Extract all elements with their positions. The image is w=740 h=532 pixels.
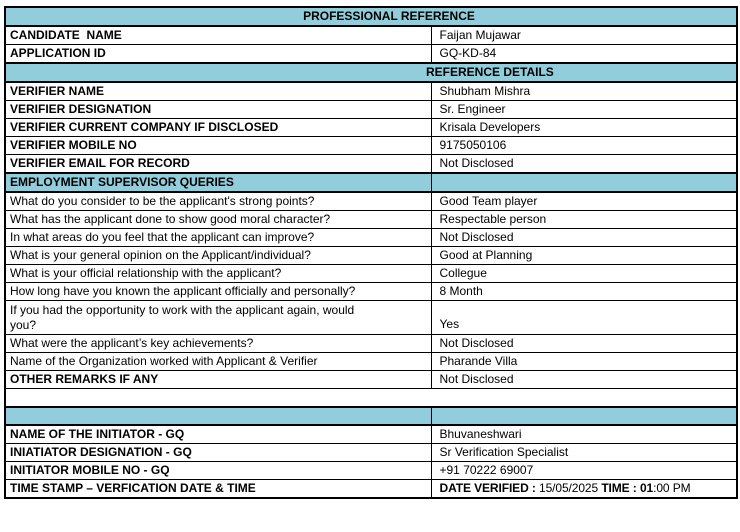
verifier-designation-value: Sr. Engineer — [430, 100, 738, 119]
timestamp-time-value-hour: 01 — [639, 480, 654, 495]
table-row-verifier-email: VERIFIER EMAIL FOR RECORD Not Disclosed — [4, 154, 738, 174]
verifier-designation-label: VERIFIER DESIGNATION — [4, 100, 432, 119]
table-row-spacer — [4, 388, 738, 407]
query-general-opinion-label: What is your general opinion on the Appl… — [4, 246, 432, 265]
candidate-name-value: Faijan Mujawar — [430, 25, 738, 45]
supervisor-queries-header-empty-cell — [430, 172, 738, 193]
table-row-verifier-name: VERIFIER NAME Shubham Mishra — [4, 81, 738, 101]
other-remarks-label: OTHER REMARKS IF ANY — [4, 370, 432, 389]
table-row-initiator-mobile: INITIATOR MOBILE NO - GQ +91 70222 69007 — [4, 460, 738, 480]
initiator-name-value: Bhuvaneshwari — [430, 424, 738, 444]
professional-reference-table: PROFESSIONAL REFERENCE CANDIDATE NAME Fa… — [4, 6, 738, 499]
table-row-initiator-name: NAME OF THE INITIATOR - GQ Bhuvaneshwari — [4, 424, 738, 444]
candidate-name-label: CANDIDATE NAME — [4, 25, 432, 45]
table-row-query-general-opinion: What is your general opinion on the Appl… — [4, 246, 738, 265]
reference-details-title: REFERENCE DETAILS — [4, 62, 738, 83]
professional-reference-title: PROFESSIONAL REFERENCE — [4, 6, 738, 27]
verifier-mobile-value: 9175050106 — [430, 136, 738, 155]
table-row-candidate-name: CANDIDATE NAME Faijan Mujawar — [4, 25, 738, 45]
timestamp-date-label: DATE VERIFIED : — [439, 480, 540, 495]
initiator-mobile-value: +91 70222 69007 — [430, 460, 738, 480]
query-official-relationship-value: Collegue — [430, 264, 738, 283]
verifier-name-value: Shubham Mishra — [430, 81, 738, 101]
initiator-designation-value: Sr Verification Specialist — [430, 442, 738, 462]
table-row-query-improve-areas: In what areas do you feel that the appli… — [4, 228, 738, 247]
query-official-relationship-label: What is your official relationship with … — [4, 264, 432, 283]
query-work-again-value: Yes — [430, 300, 738, 335]
query-work-again-label: If you had the opportunity to work with … — [4, 300, 432, 335]
timestamp-label: TIME STAMP – VERFICATION DATE & TIME — [4, 478, 432, 498]
initiator-spacer-left-cell — [4, 405, 432, 426]
query-improve-areas-value: Not Disclosed — [430, 228, 738, 247]
table-row-query-organization: Name of the Organization worked with App… — [4, 352, 738, 371]
initiator-spacer-right-cell — [430, 405, 738, 426]
table-row-verifier-mobile: VERIFIER MOBILE NO 9175050106 — [4, 136, 738, 155]
initiator-mobile-label: INITIATOR MOBILE NO - GQ — [4, 460, 432, 480]
timestamp-value: DATE VERIFIED : 15/05/2025 TIME : 01:00 … — [430, 478, 738, 498]
timestamp-time-value-rest: :00 PM — [653, 480, 691, 495]
initiator-designation-label: INIATIATOR DESIGNATION - GQ — [4, 442, 432, 462]
application-id-label: APPLICATION ID — [4, 44, 432, 64]
verifier-email-label: VERIFIER EMAIL FOR RECORD — [4, 154, 432, 174]
spacer-cell — [4, 388, 738, 407]
query-moral-character-value: Respectable person — [430, 210, 738, 229]
verifier-email-value: Not Disclosed — [430, 154, 738, 174]
table-row-application-id: APPLICATION ID GQ-KD-84 — [4, 44, 738, 64]
query-strong-points-value: Good Team player — [430, 191, 738, 211]
table-row-other-remarks: OTHER REMARKS IF ANY Not Disclosed — [4, 370, 738, 389]
table-row-initiator-section-spacer — [4, 405, 738, 426]
table-row-supervisor-queries-header: EMPLOYMENT SUPERVISOR QUERIES — [4, 172, 738, 193]
other-remarks-value: Not Disclosed — [430, 370, 738, 389]
query-key-achievements-value: Not Disclosed — [430, 334, 738, 353]
query-improve-areas-label: In what areas do you feel that the appli… — [4, 228, 432, 247]
supervisor-queries-title: EMPLOYMENT SUPERVISOR QUERIES — [4, 172, 432, 193]
table-row-verifier-designation: VERIFIER DESIGNATION Sr. Engineer — [4, 100, 738, 119]
verifier-name-label: VERIFIER NAME — [4, 81, 432, 101]
table-row-reference-details-header: REFERENCE DETAILS — [4, 62, 738, 83]
query-general-opinion-value: Good at Planning — [430, 246, 738, 265]
table-row-query-strong-points: What do you consider to be the applicant… — [4, 191, 738, 211]
initiator-name-label: NAME OF THE INITIATOR - GQ — [4, 424, 432, 444]
query-organization-value: Pharande Villa — [430, 352, 738, 371]
query-moral-character-label: What has the applicant done to show good… — [4, 210, 432, 229]
table-row-header: PROFESSIONAL REFERENCE — [4, 6, 738, 27]
application-id-value: GQ-KD-84 — [430, 44, 738, 64]
table-row-query-work-again: If you had the opportunity to work with … — [4, 300, 738, 335]
table-row-query-moral-character: What has the applicant done to show good… — [4, 210, 738, 229]
timestamp-time-label: TIME : — [601, 480, 640, 495]
table-row-initiator-designation: INIATIATOR DESIGNATION - GQ Sr Verificat… — [4, 442, 738, 462]
query-known-duration-value: 8 Month — [430, 282, 738, 301]
query-strong-points-label: What do you consider to be the applicant… — [4, 191, 432, 211]
query-key-achievements-label: What were the applicant’s key achievemen… — [4, 334, 432, 353]
verifier-company-value: Krisala Developers — [430, 118, 738, 137]
verifier-mobile-label: VERIFIER MOBILE NO — [4, 136, 432, 155]
table-row-query-key-achievements: What were the applicant’s key achievemen… — [4, 334, 738, 353]
query-known-duration-label: How long have you known the applicant of… — [4, 282, 432, 301]
table-row-query-known-duration: How long have you known the applicant of… — [4, 282, 738, 301]
timestamp-date-value: 15/05/2025 — [539, 480, 602, 495]
query-organization-label: Name of the Organization worked with App… — [4, 352, 432, 371]
verifier-company-label: VERIFIER CURRENT COMPANY IF DISCLOSED — [4, 118, 432, 137]
table-row-verifier-company: VERIFIER CURRENT COMPANY IF DISCLOSED Kr… — [4, 118, 738, 137]
table-row-timestamp: TIME STAMP – VERFICATION DATE & TIME DAT… — [4, 478, 738, 498]
table-row-query-official-relationship: What is your official relationship with … — [4, 264, 738, 283]
